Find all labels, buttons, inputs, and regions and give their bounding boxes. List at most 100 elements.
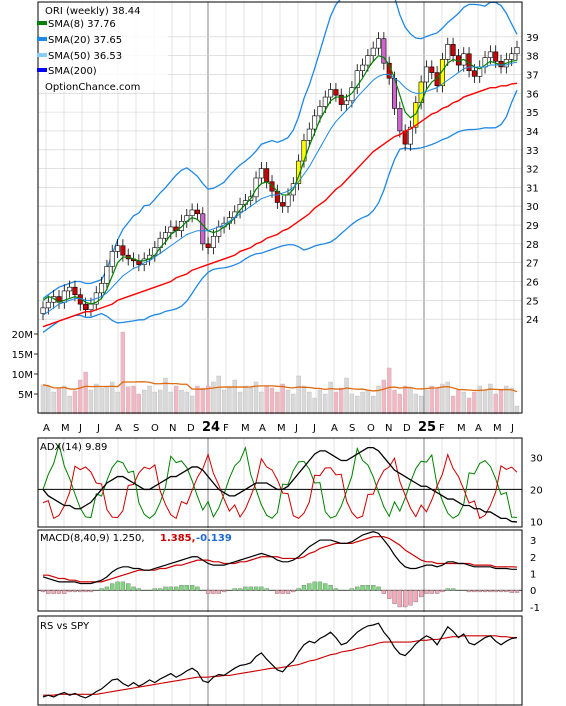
macd-histogram-bar [445, 588, 450, 591]
macd-histogram-bar [440, 590, 445, 593]
macd-histogram-bar [83, 590, 88, 593]
adx-axis-tick: 20 [530, 485, 543, 496]
volume-bar [126, 386, 131, 415]
volume-bar [248, 387, 253, 415]
volume-bar [365, 389, 371, 415]
macd-signal-line [43, 536, 518, 583]
volume-bar [344, 377, 349, 415]
x-axis-tick: O [367, 423, 375, 434]
macd-histogram-bar [381, 590, 387, 594]
legend-sma200: SMA(200) [48, 66, 97, 77]
volume-bar [424, 389, 429, 415]
macd-histogram-bar [94, 590, 99, 591]
macd-histogram-bar [67, 590, 72, 593]
macd-line [42, 531, 517, 585]
macd-histogram-bar [498, 590, 504, 593]
candle-body [285, 194, 291, 207]
candle-body [360, 64, 366, 72]
price-axis-tick: 31 [526, 183, 539, 194]
candle-body [328, 89, 334, 98]
macd-histogram-bar [333, 588, 339, 591]
macd-histogram-bar [40, 590, 46, 593]
rs-line [42, 622, 518, 699]
volume-bar [243, 385, 248, 415]
price-axis-tick: 26 [526, 278, 539, 289]
legend-credit: OptionChance.com [45, 82, 140, 93]
adx-axis-tick: 30 [530, 453, 543, 464]
candle-body [333, 89, 339, 96]
x-axis-tick: M [277, 423, 286, 434]
x-axis-tick: M [61, 423, 70, 434]
volume-bar [312, 397, 317, 415]
legend-sma8: SMA(8) 37.76 [48, 19, 116, 30]
volume-axis-tick: 5M [18, 390, 33, 401]
sma20-line [42, 61, 518, 316]
x-axis-tick: M [493, 423, 502, 434]
volume-bar [131, 385, 136, 415]
volume-axis-tick: 10M [12, 370, 33, 381]
macd-histogram-bar [392, 590, 397, 604]
macd-histogram-bar [104, 586, 110, 591]
x-axis-tick: A [475, 423, 482, 434]
x-axis-tick: F [223, 423, 229, 434]
volume-bar [440, 383, 445, 415]
candle-body [120, 245, 126, 256]
volume-bar [46, 386, 51, 415]
price-axis-tick: 25 [526, 296, 539, 307]
panel-frame [37, 615, 523, 706]
candle-body [338, 94, 344, 105]
price-layer [40, 0, 520, 333]
candle-body [402, 130, 408, 145]
volume-bar [216, 375, 221, 415]
candle-body [487, 51, 493, 58]
volume-bar [328, 381, 333, 415]
volume-bar [227, 387, 232, 415]
volume-bar [195, 385, 200, 415]
candle-body [99, 283, 105, 294]
volume-bar [40, 384, 46, 415]
legend-swatch-sma50 [37, 53, 47, 57]
volume-bar [200, 387, 205, 415]
macd-histogram-bar [163, 586, 168, 591]
volume-layer [40, 331, 520, 415]
volume-bar [317, 389, 323, 415]
macd-histogram-bar [115, 581, 120, 591]
volume-bar [376, 385, 381, 415]
macd-histogram-bar [344, 590, 349, 591]
macd-histogram-bar [56, 590, 62, 594]
volume-bar [253, 381, 259, 415]
bollinger-lower-line [42, 89, 518, 333]
volume-bar [339, 387, 344, 415]
volume-bar [99, 387, 104, 415]
candle-body [322, 96, 328, 107]
volume-bar [493, 393, 498, 415]
volume-bar [72, 390, 78, 415]
macd-histogram-bar [51, 590, 56, 594]
candle-body [72, 286, 78, 296]
volume-bar [189, 395, 195, 415]
macd-histogram-bar [189, 585, 195, 591]
x-axis-tick: J [294, 423, 298, 434]
volume-bar [456, 389, 461, 415]
x-axis-tick: N [169, 423, 176, 434]
volume-bar [110, 381, 115, 415]
text-layer: 242526272829303132333435363738395M10M15M… [12, 33, 543, 632]
legend-sma50: SMA(50) 36.53 [48, 51, 122, 62]
candle-body [429, 66, 435, 73]
x-axis-tick: 24 [202, 420, 220, 435]
candle-body [152, 247, 158, 256]
indicator-layer [40, 442, 520, 699]
candle-body [493, 51, 499, 62]
candle-body [471, 70, 477, 77]
candle-body [258, 168, 264, 179]
macd-histogram-bar [99, 588, 104, 591]
macd-axis-tick: 3 [530, 536, 536, 547]
volume-bar [301, 385, 307, 415]
candle-body [439, 59, 445, 87]
candle-body [370, 47, 376, 56]
candle-body [317, 106, 323, 117]
price-axis-tick: 39 [526, 33, 539, 44]
volume-bar [504, 385, 509, 415]
volume-bar [403, 385, 408, 415]
grid-layer [38, 2, 522, 706]
